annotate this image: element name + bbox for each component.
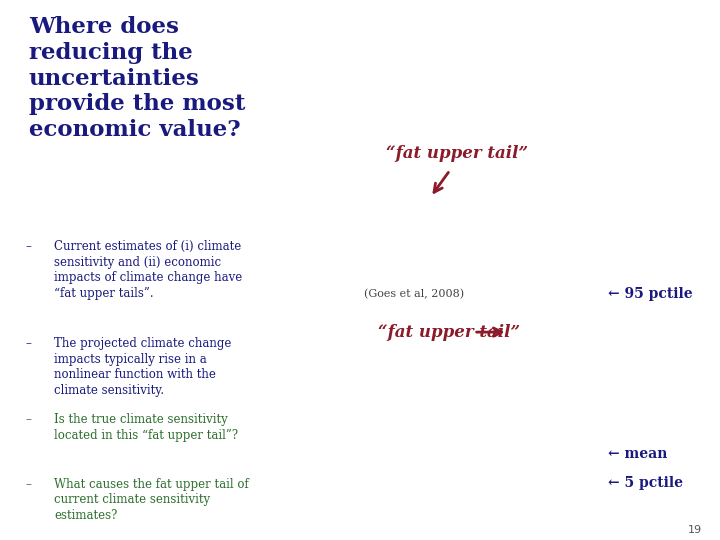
Text: Is the true climate sensitivity
located in this “fat upper tail”?: Is the true climate sensitivity located … xyxy=(54,413,238,442)
Text: Where does
reducing the
uncertainties
provide the most
economic value?: Where does reducing the uncertainties pr… xyxy=(29,16,246,141)
Text: The projected climate change
impacts typically rise in a
nonlinear function with: The projected climate change impacts typ… xyxy=(54,338,231,397)
Text: ← mean: ← mean xyxy=(608,447,667,461)
Text: Current estimates of (i) climate
sensitivity and (ii) economic
impacts of climat: Current estimates of (i) climate sensiti… xyxy=(54,240,242,300)
Text: –: – xyxy=(25,240,31,253)
Text: 19: 19 xyxy=(688,524,702,535)
Text: What causes the fat upper tail of
current climate sensitivity
estimates?: What causes the fat upper tail of curren… xyxy=(54,478,248,522)
Text: –: – xyxy=(25,478,31,491)
Text: “fat upper tail”: “fat upper tail” xyxy=(386,145,528,163)
Text: “fat upper tail”: “fat upper tail” xyxy=(378,323,520,341)
Text: (Goes et al, 2008): (Goes et al, 2008) xyxy=(364,289,464,300)
Text: –: – xyxy=(25,413,31,426)
Text: –: – xyxy=(25,338,31,350)
Text: ← 95 pctile: ← 95 pctile xyxy=(608,287,693,301)
Text: ← 5 pctile: ← 5 pctile xyxy=(608,476,683,490)
